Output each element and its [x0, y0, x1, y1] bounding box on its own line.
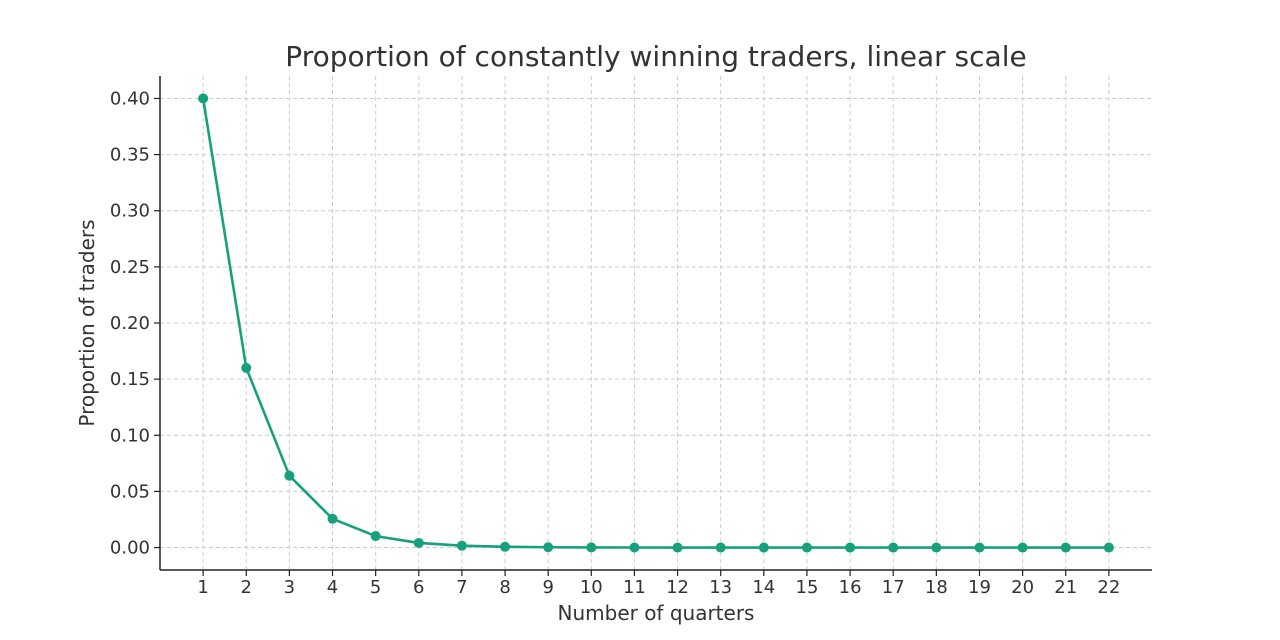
- data-point: [888, 542, 899, 553]
- data-point: [672, 542, 683, 553]
- axis-layer: 0.000.050.100.150.200.250.300.350.401 2 3 4…: [110, 76, 1152, 598]
- x-tick-label: 13: [709, 577, 732, 598]
- data-point: [1103, 542, 1114, 553]
- x-tick-label: 6: [413, 577, 424, 598]
- x-tick-label: 21: [1054, 577, 1077, 598]
- x-tick-label: 14: [752, 577, 775, 598]
- data-point: [543, 542, 554, 553]
- data-point: [198, 93, 209, 104]
- x-tick-label: 7: [456, 577, 467, 598]
- y-tick-label: 0.15: [110, 369, 150, 390]
- y-tick-label: 0.30: [110, 201, 150, 222]
- x-tick-label: 19: [968, 577, 991, 598]
- data-point: [801, 542, 812, 553]
- x-tick-label: 9: [542, 577, 553, 598]
- x-tick-label: 10: [580, 577, 603, 598]
- x-tick-label: 17: [882, 577, 905, 598]
- x-tick-label: 8: [499, 577, 510, 598]
- data-point: [241, 362, 252, 373]
- y-tick-label: 0.25: [110, 257, 150, 278]
- y-tick-label: 0.00: [110, 538, 150, 559]
- y-axis-label: Proportion of traders: [75, 219, 99, 426]
- grid-layer: [160, 76, 1152, 570]
- series-layer: [198, 93, 1114, 553]
- data-point: [500, 541, 511, 552]
- x-tick-label: 3: [284, 577, 295, 598]
- y-tick-label: 0.40: [110, 88, 150, 109]
- data-point: [1017, 542, 1028, 553]
- x-tick-label: 12: [666, 577, 689, 598]
- data-point: [1060, 542, 1071, 553]
- data-point: [931, 542, 942, 553]
- y-tick-label: 0.05: [110, 481, 150, 502]
- data-point: [370, 531, 381, 542]
- x-axis-label: Number of quarters: [558, 601, 755, 625]
- x-tick-label: 15: [796, 577, 819, 598]
- x-tick-label: 5: [370, 577, 381, 598]
- series-line: [201, 97, 1111, 549]
- x-tick-label: 22: [1097, 577, 1120, 598]
- data-point: [845, 542, 856, 553]
- data-point: [327, 513, 338, 524]
- data-point: [629, 542, 640, 553]
- x-tick-label: 16: [839, 577, 862, 598]
- y-tick-label: 0.20: [110, 313, 150, 334]
- data-point: [974, 542, 985, 553]
- x-tick-label: 4: [327, 577, 338, 598]
- chart-title: Proportion of constantly winning traders…: [285, 40, 1026, 73]
- data-point: [586, 542, 597, 553]
- y-tick-label: 0.10: [110, 425, 150, 446]
- data-point: [284, 470, 295, 481]
- y-tick-label: 0.35: [110, 145, 150, 166]
- x-tick-label: 11: [623, 577, 646, 598]
- x-tick-label: 1: [197, 577, 208, 598]
- x-tick-label: 20: [1011, 577, 1034, 598]
- data-point: [758, 542, 769, 553]
- x-tick-label: 2: [241, 577, 252, 598]
- x-tick-label: 18: [925, 577, 948, 598]
- data-point: [413, 537, 424, 548]
- data-point: [456, 540, 467, 551]
- data-point: [715, 542, 726, 553]
